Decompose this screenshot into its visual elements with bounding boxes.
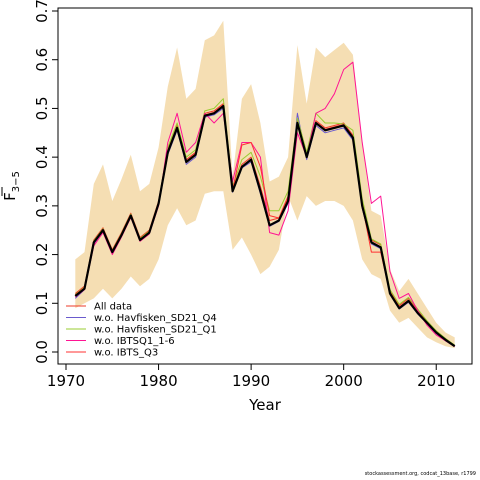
x-tick-label-2000: 2000	[325, 372, 363, 390]
y-tick-label-0.3: 0.3	[33, 194, 51, 218]
plot-frame	[57, 7, 473, 365]
legend-label-0: All data	[94, 302, 132, 313]
series-line-0	[74, 104, 456, 348]
x-tick-label-1980: 1980	[139, 372, 177, 390]
y-tick-label-0.1: 0.1	[33, 291, 51, 315]
x-tick-label-2010: 2010	[417, 372, 455, 390]
legend-label-2: w.o. Havfisken_SD21_Q1	[94, 325, 217, 336]
y-tick-label-0.5: 0.5	[33, 96, 51, 120]
x-tick-label-1990: 1990	[232, 372, 270, 390]
x-axis-label: Year	[248, 396, 282, 414]
y-tick-label-0.4: 0.4	[33, 145, 51, 169]
legend-label-4: w.o. IBTS_Q3	[94, 348, 158, 359]
confidence-band	[75, 20, 455, 349]
legend-label-3: w.o. IBTSQ1_1-6	[94, 336, 175, 347]
y-tick-label-0.2: 0.2	[33, 243, 51, 267]
svg-text:F3−5: F3−5	[1, 171, 22, 201]
series-lines	[74, 61, 456, 348]
y-tick-label-0.6: 0.6	[33, 48, 51, 72]
y-axis-label: F3−5	[1, 171, 22, 201]
y-axis: 0.0 0.1 0.2 0.3 0.4 0.5 0.6 0.7	[33, 0, 58, 364]
y-tick-label-0.7: 0.7	[33, 0, 51, 23]
y-tick-label-0: 0.0	[33, 340, 51, 364]
y-axis-label-main: F	[1, 192, 19, 201]
uncertainty-band	[75, 20, 455, 349]
x-tick-label-1970: 1970	[47, 372, 85, 390]
y-axis-label-sub: 3−5	[11, 171, 22, 192]
footer-credit: stockassessment.org, codcat_13base, r179…	[364, 471, 476, 477]
x-axis: 1970 1980 1990 2000 2010	[47, 364, 455, 390]
legend-label-1: w.o. Havfisken_SD21_Q4	[94, 313, 217, 324]
